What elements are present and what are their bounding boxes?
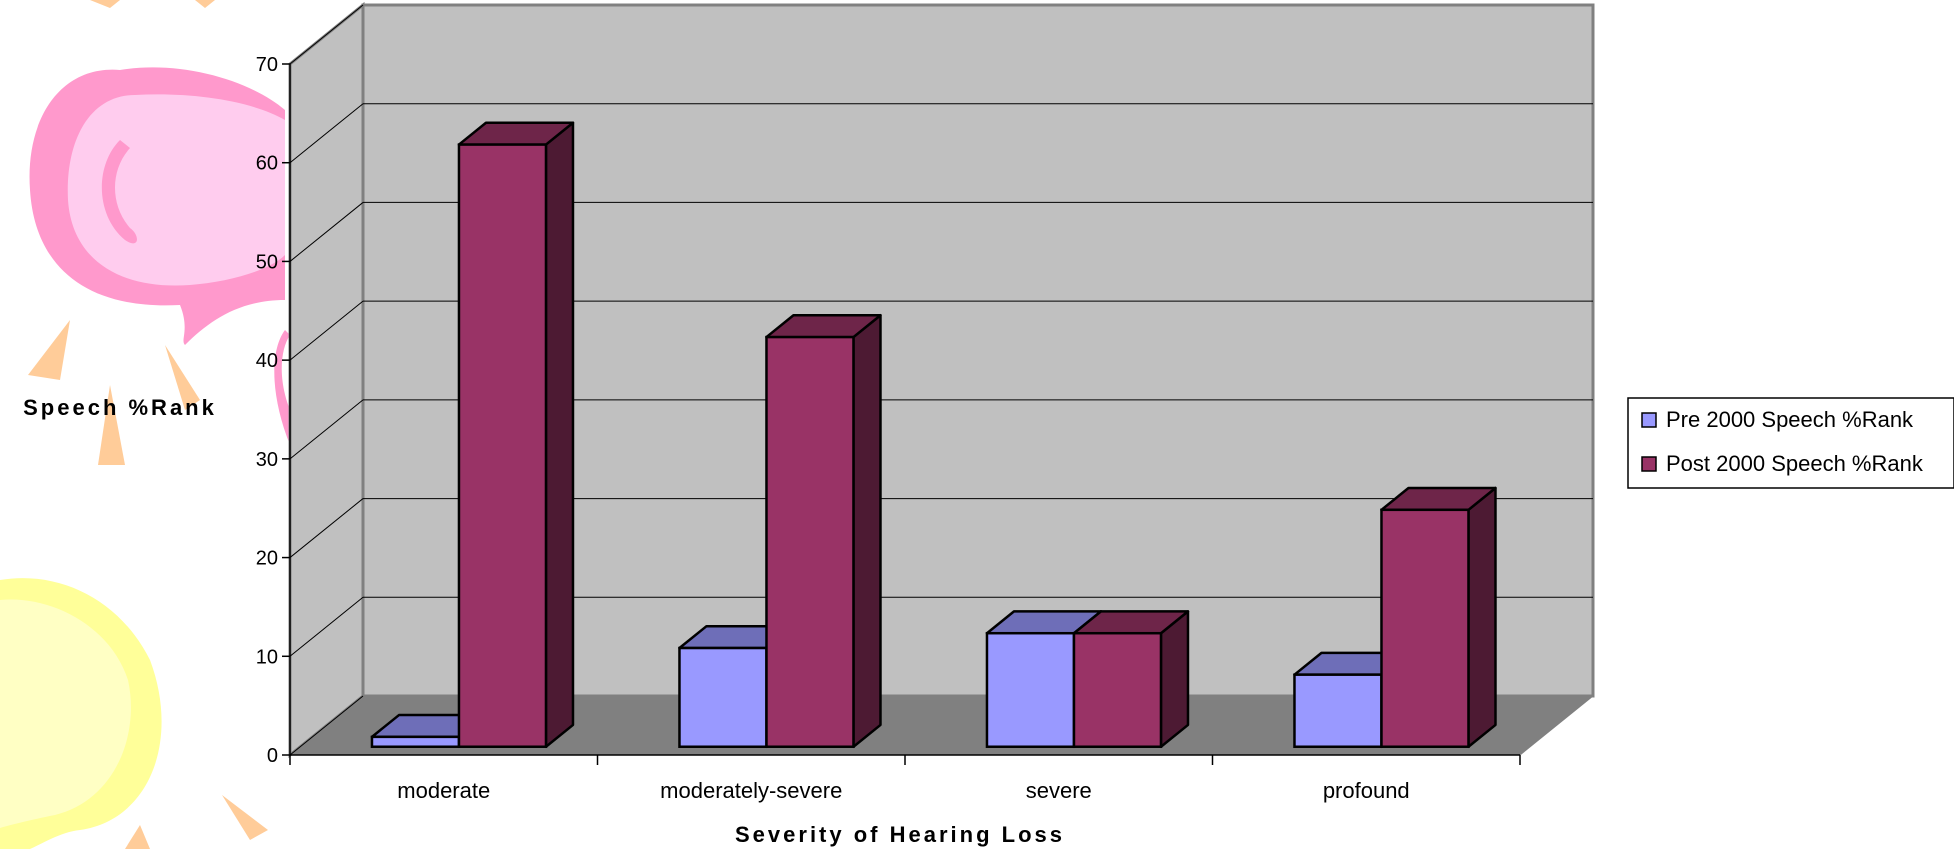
- y-tick-label: 60: [256, 153, 278, 175]
- plot-area: [282, 1, 1595, 765]
- bar-pre-2000: [678, 646, 768, 748]
- legend-swatch-post-2000: [1641, 456, 1657, 472]
- y-tick-label: 0: [267, 745, 278, 767]
- gridline-side: [289, 202, 364, 262]
- y-tick-label: 30: [256, 449, 278, 471]
- bar-pre-2000: [1293, 673, 1383, 748]
- axis-labels: 0 10 20 30 40 50 60 70 moderate moderately-severe…: [256, 54, 1410, 803]
- gridline-side: [289, 596, 364, 657]
- legend-label-post-2000: Post 2000 Speech %Rank: [1666, 451, 1924, 476]
- gridline-side: [289, 103, 364, 164]
- bar-side-post-2000: [1467, 486, 1497, 748]
- bar-pre-2000: [370, 735, 461, 748]
- pink-balloon-inner: [67, 94, 285, 286]
- bar-post-2000: [765, 335, 855, 748]
- y-tick-label: 20: [256, 548, 278, 570]
- gridline-side: [289, 498, 364, 558]
- gridline-side: [289, 4, 364, 65]
- side-wall: [288, 1, 365, 759]
- x-tick-label: profound: [1323, 778, 1410, 803]
- legend-label-pre-2000: Pre 2000 Speech %Rank: [1666, 407, 1914, 432]
- gridline-side: [289, 695, 364, 756]
- bar-pre-2000: [985, 631, 1076, 748]
- bar-post-2000: [1380, 508, 1470, 748]
- orange-ray: [222, 795, 268, 840]
- pink-balloon-tail: [274, 330, 290, 445]
- legend-box: [1627, 397, 1954, 489]
- orange-ray: [165, 345, 200, 410]
- y-tick-label: 50: [256, 251, 278, 273]
- x-axis-title: Severity of Hearing Loss: [735, 822, 1065, 847]
- x-tick-label: moderately-severe: [660, 778, 842, 803]
- x-tick-label: moderate: [397, 778, 490, 803]
- gridline-side: [289, 300, 364, 361]
- x-tick-label: severe: [1026, 778, 1092, 803]
- y-tick-label: 10: [256, 646, 278, 668]
- bar-side-post-2000: [852, 313, 882, 748]
- orange-ray: [28, 320, 70, 380]
- orange-ray: [125, 825, 150, 849]
- y-tick-label: 70: [256, 54, 278, 76]
- y-axis-title: Speech %Rank: [23, 395, 217, 420]
- y-tick-label: 40: [256, 350, 278, 372]
- pink-balloon-highlight: [101, 140, 137, 244]
- bar-side-post-2000: [544, 121, 575, 748]
- orange-ray: [98, 385, 125, 465]
- orange-ray: [90, 0, 120, 8]
- bar-post-2000: [1072, 631, 1163, 748]
- bar-side-post-2000: [1159, 610, 1190, 748]
- legend: Pre 2000 Speech %Rank Post 2000 Speech %…: [1627, 397, 1954, 489]
- gridline-side: [289, 399, 364, 460]
- background-clipart: [0, 0, 290, 849]
- orange-ray: [195, 0, 215, 8]
- yellow-balloon-inner: [0, 599, 131, 828]
- legend-swatch-pre-2000: [1641, 412, 1657, 428]
- bar-post-2000: [457, 143, 548, 748]
